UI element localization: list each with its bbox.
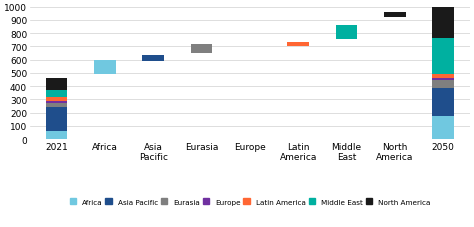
- Bar: [336, 25, 357, 40]
- Bar: [287, 43, 309, 47]
- Bar: [46, 101, 67, 103]
- Bar: [46, 131, 67, 140]
- Bar: [432, 116, 454, 140]
- Bar: [432, 39, 454, 74]
- Bar: [191, 44, 212, 54]
- Bar: [432, 88, 454, 116]
- Bar: [46, 79, 67, 91]
- Bar: [46, 91, 67, 98]
- Bar: [432, 8, 454, 39]
- Bar: [142, 56, 164, 62]
- Bar: [46, 108, 67, 131]
- Bar: [384, 13, 406, 17]
- Bar: [46, 103, 67, 108]
- Bar: [94, 61, 116, 75]
- Bar: [432, 74, 454, 79]
- Bar: [46, 98, 67, 101]
- Legend: Africa, Asia Pacific, Eurasia, Europe, Latin America, Middle East, North America: Africa, Asia Pacific, Eurasia, Europe, L…: [70, 199, 430, 205]
- Bar: [432, 80, 454, 88]
- Bar: [432, 79, 454, 80]
